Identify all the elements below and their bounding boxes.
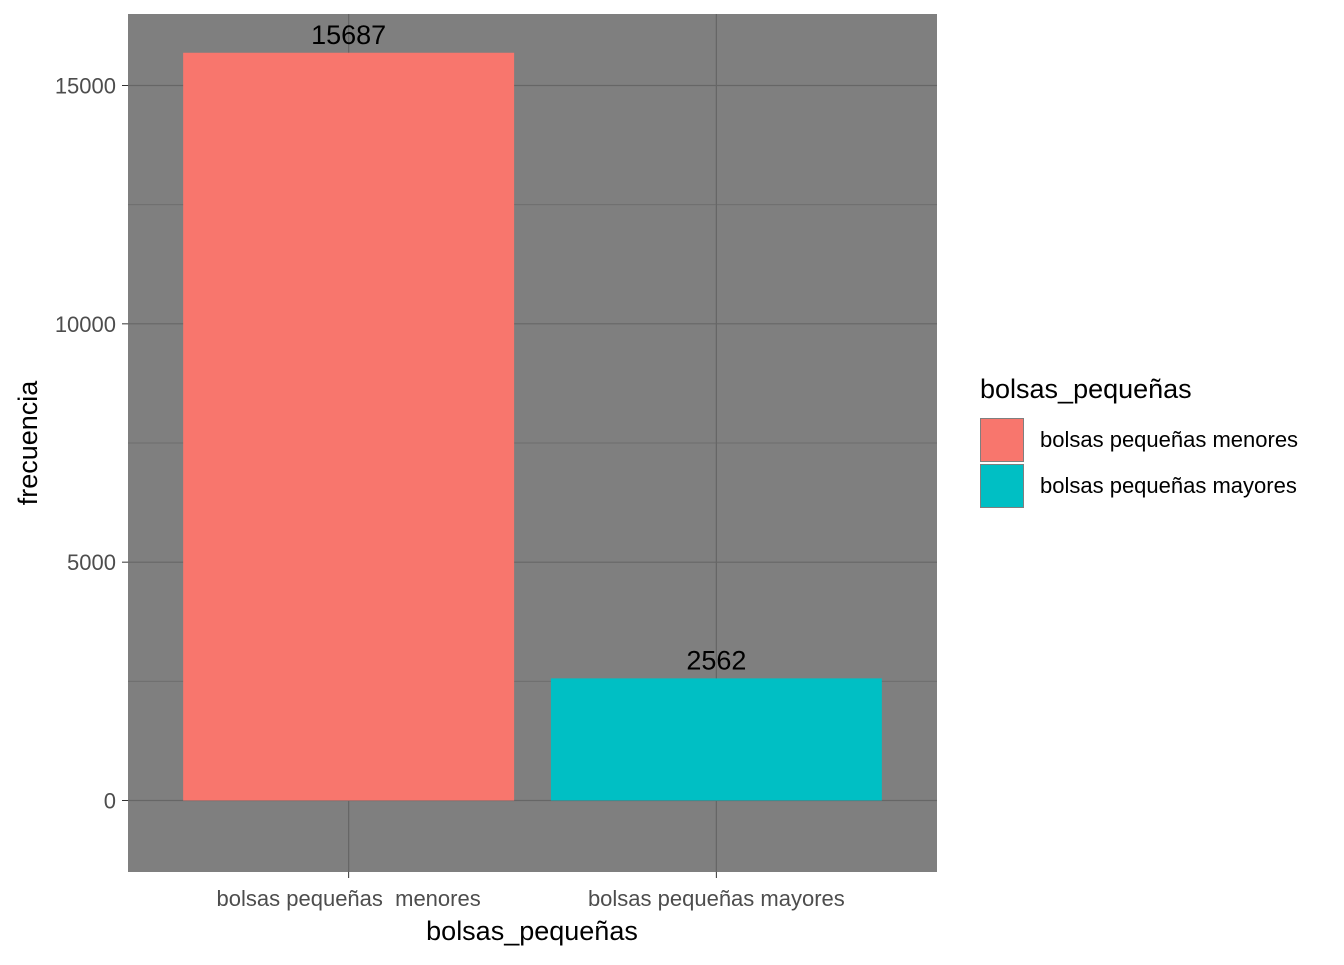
x-axis-title: bolsas_pequeñas xyxy=(426,916,638,946)
x-tick-label: bolsas pequeñas menores xyxy=(217,886,481,911)
x-tick-label: bolsas pequeñas mayores xyxy=(588,886,845,911)
legend-label-mayores: bolsas pequeñas mayores xyxy=(1040,473,1297,498)
y-tick-label: 5000 xyxy=(67,550,116,575)
bar-menores xyxy=(183,52,515,801)
legend: bolsas_pequeñas bolsas pequeñas menores … xyxy=(980,374,1298,509)
legend-key-mayores xyxy=(980,464,1024,508)
y-tick-label: 10000 xyxy=(55,312,116,337)
legend-item-mayores: bolsas pequeñas mayores xyxy=(980,463,1298,509)
legend-label-menores: bolsas pequeñas menores xyxy=(1040,427,1299,452)
bar-mayores xyxy=(550,678,882,801)
data-label-menores: 15687 xyxy=(311,20,386,50)
legend-key-menores xyxy=(980,418,1024,462)
legend-item-menores: bolsas pequeñas menores xyxy=(980,417,1298,463)
y-tick-label: 15000 xyxy=(55,74,116,99)
data-label-mayores: 2562 xyxy=(686,645,746,675)
y-tick-label: 0 xyxy=(104,789,116,814)
y-axis-title: frecuencia xyxy=(13,380,43,506)
legend-title: bolsas_pequeñas xyxy=(980,374,1192,404)
